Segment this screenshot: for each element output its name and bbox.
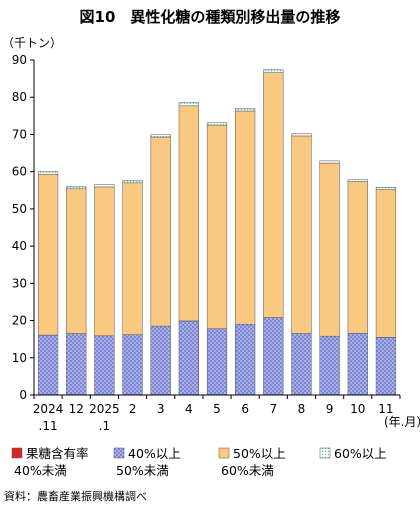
bar-segment-series-1 xyxy=(150,325,171,396)
bar-segment-series-1 xyxy=(178,320,199,396)
bar-segment-series-1 xyxy=(263,317,284,396)
legend-label: 40%未満 xyxy=(14,463,67,478)
bar-segment-series-1 xyxy=(319,335,340,396)
x-tick-label: 5 xyxy=(213,402,221,416)
legend-label: 60%未満 xyxy=(221,463,274,478)
bar-segment-series-2 xyxy=(206,124,228,329)
x-tick-label: 6 xyxy=(241,402,249,416)
legend-label: 50%以上 xyxy=(233,446,286,461)
x-tick-label-line2: .1 xyxy=(99,419,110,433)
bar-segment-series-2 xyxy=(122,182,143,335)
bar-segment-series-2 xyxy=(235,110,256,325)
legend-label: 40%以上 xyxy=(128,446,181,461)
bars xyxy=(37,69,397,396)
x-tick-label: 4 xyxy=(185,402,193,416)
y-tick-label: 20 xyxy=(12,314,27,328)
y-axis: 0 10 20 30 40 50 60 70 80 90 xyxy=(12,53,34,402)
bar-segment-series-2 xyxy=(150,136,171,327)
bar-segment-series-3 xyxy=(291,133,312,137)
bar-segment-series-3 xyxy=(37,171,59,175)
bar-segment-series-3 xyxy=(235,108,256,112)
x-tick-label-line2: .11 xyxy=(39,419,58,433)
bar-segment-series-2 xyxy=(347,181,368,334)
bar-segment-series-2 xyxy=(319,162,340,337)
y-tick-label: 10 xyxy=(12,351,27,365)
x-tick-label: 9 xyxy=(326,402,334,416)
bar-segment-series-1 xyxy=(94,335,115,396)
x-tick-label: 2 xyxy=(129,402,137,416)
bar-segment-series-2 xyxy=(263,72,284,318)
bar-segment-series-2 xyxy=(66,188,87,334)
bar-segment-series-3 xyxy=(178,102,199,107)
legend-label: 50%未満 xyxy=(116,463,169,478)
legend-swatch xyxy=(218,447,230,459)
x-tick-label: 2025 xyxy=(89,402,120,416)
x-tick-label: 8 xyxy=(298,402,306,416)
y-tick-label: 70 xyxy=(12,127,27,141)
bar-segment-series-1 xyxy=(37,334,59,396)
bar-segment-series-1 xyxy=(206,328,228,396)
bar-segment-series-1 xyxy=(235,324,256,396)
x-tick-label: 7 xyxy=(269,402,277,416)
legend-label: 60%以上 xyxy=(334,446,387,461)
bar-segment-series-2 xyxy=(178,105,199,322)
legend-swatch xyxy=(11,447,23,459)
source-note: 資料：農畜産業振興機構調べ xyxy=(4,489,147,503)
y-tick-label: 0 xyxy=(19,388,27,402)
bar-segment-series-2 xyxy=(291,135,312,334)
bar-segment-series-3 xyxy=(94,184,115,188)
chart-title: 図10 異性化糖の種類別移出量の推移 xyxy=(80,8,341,26)
x-axis-label: (年.月） xyxy=(384,415,420,429)
x-tick-label: 12 xyxy=(69,402,84,416)
legend-swatch xyxy=(319,447,331,459)
y-axis-label: （千トン） xyxy=(2,36,62,50)
x-tick-label: 2024 xyxy=(33,402,64,416)
y-tick-label: 90 xyxy=(12,53,27,67)
bar-segment-series-3 xyxy=(66,186,87,190)
y-tick-label: 40 xyxy=(12,239,27,253)
bar-segment-series-1 xyxy=(347,332,368,396)
bar-segment-series-3 xyxy=(263,69,284,73)
bar-segment-series-2 xyxy=(375,189,397,338)
x-tick-label: 10 xyxy=(350,402,365,416)
legend: 果糖含有率 40%未満 40%以上 50%未満 50%以上 60%未満 60%以上 xyxy=(11,446,387,478)
x-axis: 2024 .11 12 2025 .1 2 3 4 5 6 7 8 9 10 11 xyxy=(33,395,401,433)
legend-label: 果糖含有率 xyxy=(26,446,89,461)
y-tick-label: 30 xyxy=(12,276,27,290)
x-tick-label: 11 xyxy=(378,402,393,416)
bar-segment-series-3 xyxy=(122,180,143,184)
bar-segment-series-3 xyxy=(375,187,397,190)
bar-segment-series-1 xyxy=(375,337,397,396)
y-tick-label: 50 xyxy=(12,202,27,216)
bar-segment-series-1 xyxy=(122,334,143,396)
bar-segment-series-3 xyxy=(150,134,171,138)
bar-segment-series-1 xyxy=(66,333,87,396)
bar-segment-series-3 xyxy=(206,122,228,126)
bar-segment-series-2 xyxy=(37,174,59,336)
bar-segment-series-2 xyxy=(94,186,115,337)
legend-swatch xyxy=(113,447,125,459)
x-tick-label: 3 xyxy=(157,402,165,416)
y-tick-label: 80 xyxy=(12,90,27,104)
bar-segment-series-3 xyxy=(319,160,340,164)
y-tick-label: 60 xyxy=(12,165,27,179)
bar-segment-series-1 xyxy=(291,333,312,396)
bar-segment-series-3 xyxy=(347,179,368,182)
